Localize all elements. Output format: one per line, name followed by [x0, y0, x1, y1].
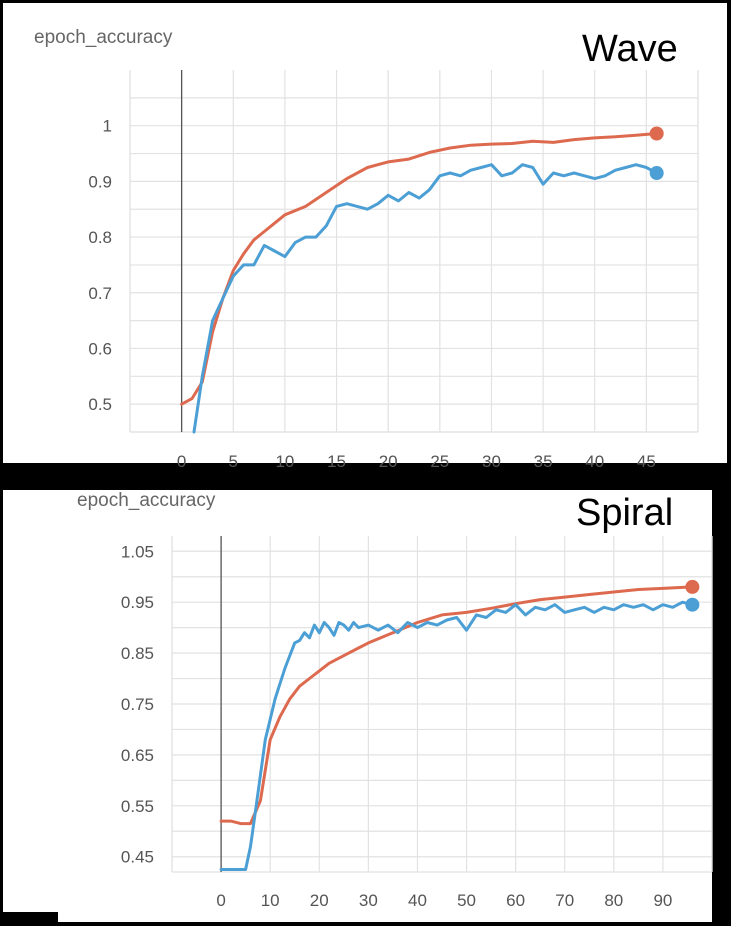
wave-x-tick-label: 40 — [585, 452, 604, 471]
spiral-y-tick-label: 0.85 — [121, 644, 154, 663]
spiral-x-tick-label: 0 — [216, 891, 225, 910]
wave-y-tick-label: 0.6 — [88, 339, 112, 358]
wave-y-tick-label: 0.9 — [88, 172, 112, 191]
wave-panel-background — [3, 3, 727, 463]
spiral-x-tick-label: 80 — [604, 891, 623, 910]
spiral-y-tick-label: 0.65 — [121, 746, 154, 765]
wave-series-end-marker-0 — [649, 126, 664, 141]
spiral-label: Spiral — [576, 492, 673, 534]
spiral-x-tick-label: 90 — [653, 891, 672, 910]
wave-x-tick-label: 15 — [327, 452, 346, 471]
wave-y-tick-label: 0.5 — [88, 395, 112, 414]
wave-series-line-0 — [180, 132, 659, 406]
wave-grid — [129, 70, 699, 433]
wave-chart-title: epoch_accuracy — [34, 27, 173, 48]
spiral-grid — [171, 536, 713, 873]
wave-x-tick-label: 5 — [229, 452, 238, 471]
spiral-panel-background — [58, 490, 712, 922]
spiral-x-tick-label: 10 — [261, 891, 280, 910]
spiral-series-line-1 — [219, 600, 694, 871]
wave-series-end-marker-1 — [649, 166, 664, 181]
spiral-series-end-marker-0 — [685, 579, 700, 594]
wave-x-tick-label: 20 — [379, 452, 398, 471]
spiral-series-end-marker-1 — [685, 597, 700, 612]
wave-y-tick-label: 0.8 — [88, 228, 112, 247]
wave-x-tick-label: 30 — [482, 452, 501, 471]
spiral-x-tick-label: 30 — [359, 891, 378, 910]
spiral-y-tick-label: 0.55 — [121, 797, 154, 816]
spiral-y-tick-label: 1.05 — [121, 542, 154, 561]
spiral-x-tick-label: 70 — [555, 891, 574, 910]
wave-series-line-1 — [192, 163, 659, 434]
wave-x-tick-label: 45 — [637, 452, 656, 471]
wave-x-tick-label: 0 — [177, 452, 186, 471]
spiral-series — [219, 579, 700, 871]
wave-series — [180, 126, 664, 434]
wave-x-tick-label: 35 — [534, 452, 553, 471]
wave-x-tick-label: 25 — [430, 452, 449, 471]
wave-x-tick-label: 10 — [275, 452, 294, 471]
wave-y-tick-label: 0.7 — [88, 284, 112, 303]
spiral-y-tick-label: 0.95 — [121, 593, 154, 612]
spiral-y-tick-label: 0.45 — [121, 848, 154, 867]
wave-y-tick-label: 1 — [103, 117, 112, 136]
spiral-x-tick-label: 50 — [457, 891, 476, 910]
spiral-chart-title: epoch_accuracy — [77, 490, 216, 511]
wave-tick-labels: 0 5 10 15 20 25 30 35 40 45 0.5 0.6 0.7 0.8 0.9 1 — [88, 117, 655, 471]
spiral-x-tick-label: 40 — [408, 891, 427, 910]
spiral-series-line-0 — [219, 585, 694, 826]
wave-chart: epoch_accuracy Wave 0 5 10 15 20 25 30 35 40 45 0.… — [34, 27, 699, 471]
wave-label: Wave — [582, 28, 678, 70]
spiral-x-tick-label: 60 — [506, 891, 525, 910]
spiral-panel-margin — [3, 490, 63, 912]
spiral-y-tick-label: 0.75 — [121, 695, 154, 714]
spiral-tick-labels: 0 10 20 30 40 50 60 70 80 90 0.45 0.55 0.65 0.75 0.85 0… — [121, 542, 672, 910]
spiral-x-tick-label: 20 — [310, 891, 329, 910]
